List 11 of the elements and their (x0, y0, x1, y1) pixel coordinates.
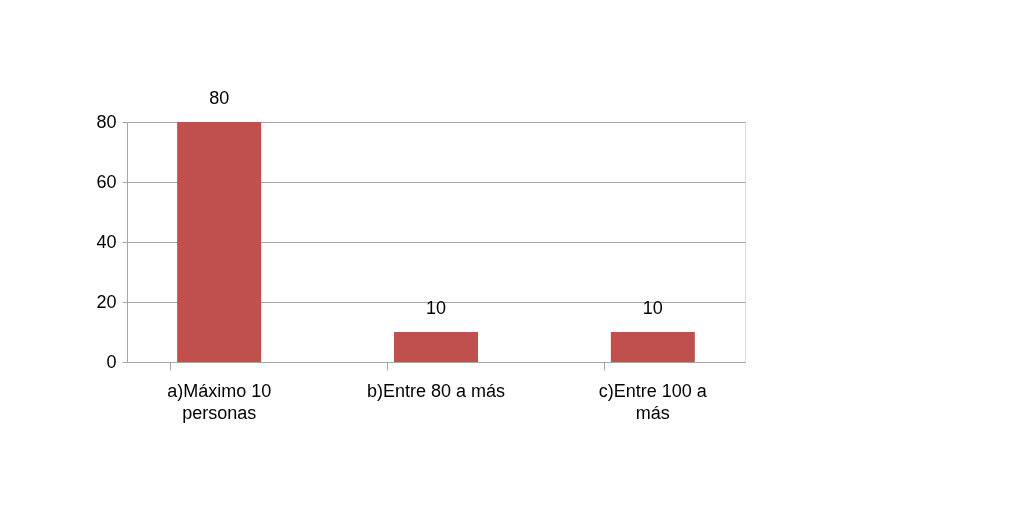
y-tick-label: 40 (96, 231, 117, 252)
x-tick-label: a)Máximo 10 personas (167, 380, 272, 423)
x-tick-label: c)Entre 100 a más (598, 380, 708, 423)
data-label: 10 (642, 298, 663, 318)
y-tick-label: 0 (106, 351, 117, 372)
data-label: 10 (425, 298, 447, 318)
y-tick-label: 20 (96, 291, 117, 312)
data-label: 80 (209, 88, 230, 108)
y-tick-label: 60 (96, 171, 117, 192)
y-tick-label: 80 (96, 111, 117, 132)
x-tick-label: b)Entre 80 a más (366, 380, 506, 401)
